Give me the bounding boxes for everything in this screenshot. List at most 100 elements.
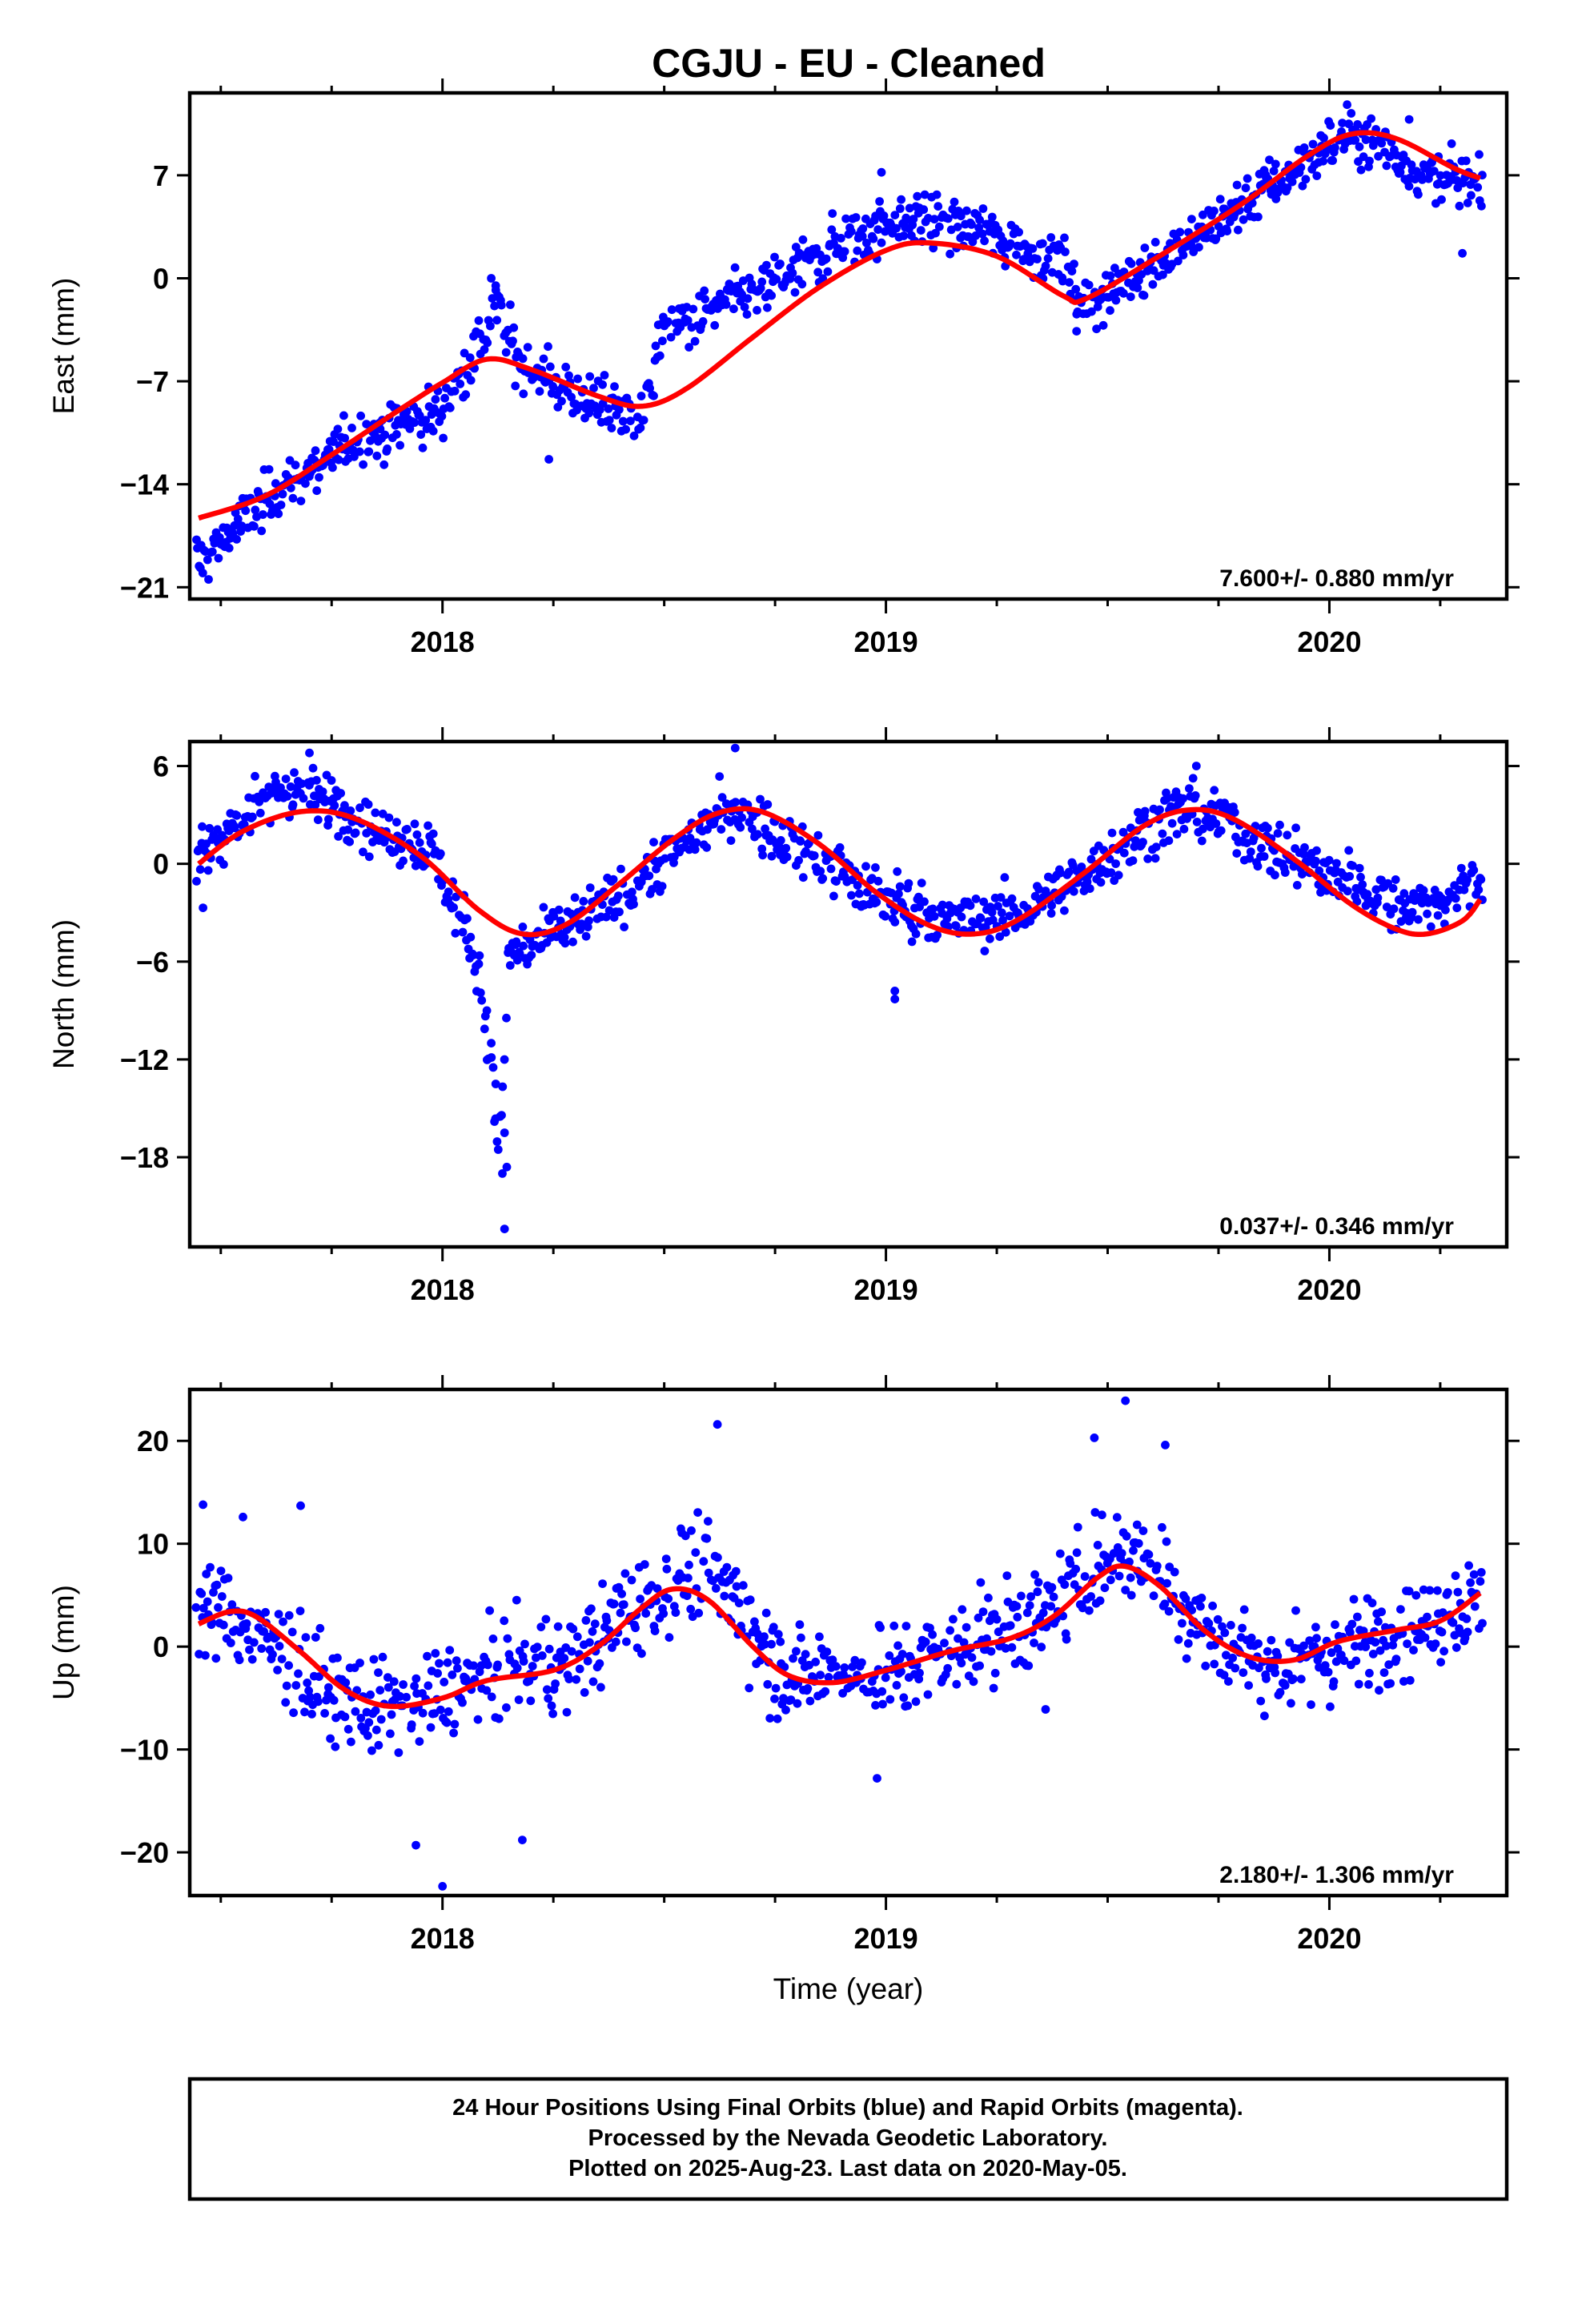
data-point bbox=[436, 849, 445, 858]
footer-box: 24 Hour Positions Using Final Orbits (bl… bbox=[187, 2077, 1509, 2201]
data-point bbox=[1391, 875, 1400, 884]
data-point bbox=[1245, 854, 1255, 863]
data-point bbox=[917, 879, 926, 887]
data-point bbox=[448, 1671, 457, 1679]
data-point bbox=[756, 283, 765, 293]
data-point bbox=[1438, 1608, 1447, 1618]
data-point bbox=[324, 814, 333, 824]
data-point bbox=[1211, 819, 1221, 828]
data-point bbox=[198, 569, 207, 577]
data-point bbox=[573, 374, 582, 384]
data-point bbox=[541, 1614, 551, 1624]
data-point bbox=[1411, 1590, 1421, 1600]
data-point bbox=[376, 1715, 386, 1724]
data-point bbox=[713, 1553, 722, 1562]
data-point bbox=[994, 1627, 1003, 1637]
data-point bbox=[1285, 1638, 1295, 1647]
data-point bbox=[1351, 135, 1360, 145]
data-point bbox=[1354, 1679, 1363, 1689]
data-point bbox=[554, 905, 564, 915]
data-point bbox=[1311, 1622, 1320, 1632]
data-point bbox=[1181, 1594, 1191, 1603]
data-point bbox=[976, 914, 986, 923]
footer-frame bbox=[187, 2077, 1509, 2201]
x-tick-label: 2019 bbox=[854, 1922, 918, 1955]
data-point bbox=[608, 875, 618, 884]
data-point bbox=[702, 842, 712, 852]
data-point bbox=[384, 813, 394, 822]
data-point bbox=[805, 1696, 815, 1706]
data-point bbox=[614, 891, 623, 900]
data-point bbox=[658, 336, 667, 346]
data-point bbox=[1111, 859, 1120, 868]
data-point bbox=[797, 1633, 805, 1642]
data-point bbox=[1047, 1582, 1057, 1592]
x-tick-label: 2018 bbox=[411, 625, 475, 658]
data-point bbox=[904, 879, 913, 888]
data-point bbox=[259, 510, 267, 519]
data-point bbox=[557, 396, 566, 406]
data-point bbox=[343, 1724, 353, 1734]
data-point bbox=[1403, 1639, 1411, 1648]
outlier-point bbox=[1343, 100, 1351, 110]
data-point bbox=[1155, 805, 1164, 814]
outlier-point bbox=[498, 1169, 507, 1178]
data-point bbox=[271, 479, 280, 489]
data-point bbox=[698, 317, 708, 326]
data-point bbox=[1067, 267, 1077, 275]
data-point bbox=[876, 1623, 885, 1632]
data-point bbox=[1349, 1594, 1359, 1604]
data-point bbox=[629, 431, 639, 440]
data-point bbox=[333, 424, 343, 434]
data-point bbox=[418, 1708, 428, 1718]
data-point bbox=[1071, 1564, 1081, 1574]
data-point bbox=[214, 1602, 223, 1612]
data-point bbox=[192, 877, 201, 886]
data-point bbox=[363, 800, 373, 809]
data-point bbox=[399, 856, 408, 866]
data-point bbox=[311, 800, 320, 810]
x-tick-label: 2019 bbox=[854, 625, 918, 658]
data-point bbox=[1060, 906, 1069, 915]
data-point bbox=[1436, 1658, 1445, 1667]
data-point bbox=[928, 1630, 937, 1639]
data-point bbox=[1319, 156, 1328, 166]
data-point bbox=[971, 895, 981, 903]
data-point bbox=[1211, 234, 1221, 243]
data-point bbox=[701, 295, 709, 304]
data-point bbox=[458, 927, 468, 937]
data-point bbox=[911, 1697, 921, 1707]
data-point bbox=[374, 1668, 383, 1678]
outlier-point bbox=[518, 1835, 527, 1845]
data-point bbox=[291, 1681, 301, 1690]
data-point bbox=[1140, 243, 1150, 252]
data-point bbox=[897, 195, 905, 204]
data-point bbox=[277, 1655, 287, 1664]
data-point bbox=[1254, 1638, 1263, 1648]
data-point bbox=[984, 1593, 993, 1602]
data-point bbox=[1298, 181, 1307, 191]
data-point bbox=[399, 1680, 408, 1689]
data-point bbox=[685, 1560, 693, 1570]
data-point bbox=[314, 1697, 323, 1707]
data-point bbox=[1005, 911, 1014, 921]
data-point bbox=[1122, 1531, 1131, 1541]
data-point bbox=[1232, 180, 1242, 190]
data-point bbox=[652, 1584, 662, 1593]
data-point bbox=[1215, 195, 1225, 204]
data-point bbox=[1231, 1663, 1240, 1673]
data-point bbox=[456, 380, 465, 388]
data-point bbox=[1017, 1591, 1026, 1601]
data-point bbox=[1114, 1571, 1124, 1581]
data-point bbox=[1066, 1558, 1075, 1568]
data-point bbox=[1283, 183, 1292, 192]
data-point bbox=[480, 1024, 489, 1034]
data-point bbox=[334, 455, 343, 464]
data-point bbox=[649, 391, 658, 400]
data-point bbox=[1324, 855, 1334, 865]
data-point bbox=[351, 828, 360, 838]
data-point bbox=[953, 223, 962, 231]
data-point bbox=[980, 236, 989, 246]
data-point bbox=[738, 1581, 748, 1590]
x-axis-label: Time (year) bbox=[773, 1972, 924, 2005]
